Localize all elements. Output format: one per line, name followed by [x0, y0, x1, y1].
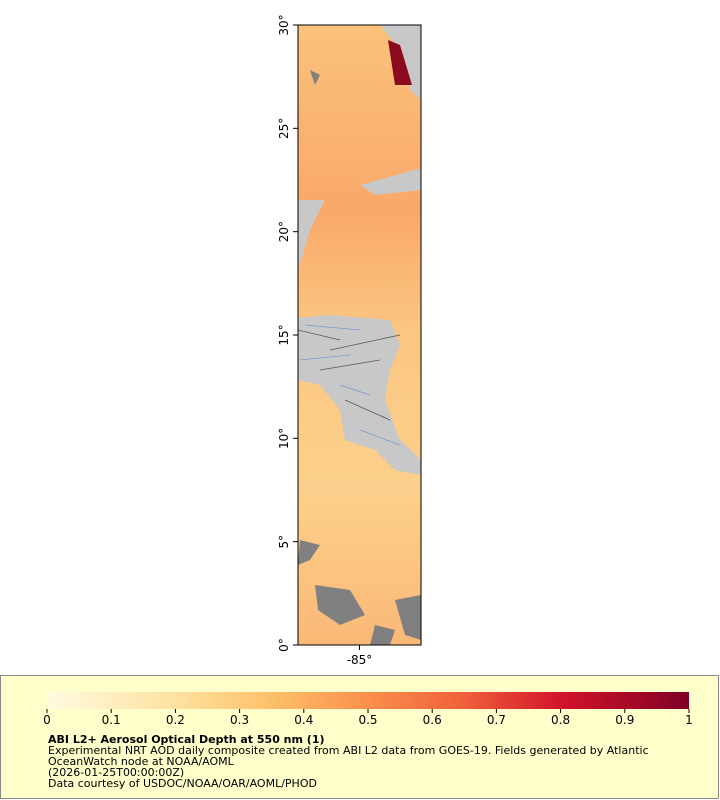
- legend-line: (2026-01-25T00:00:00Z): [48, 766, 184, 779]
- colorbar-tick-label: 0.3: [230, 713, 249, 727]
- colorbar-tick-label: 0.7: [487, 713, 506, 727]
- legend-line: Data courtesy of USDOC/NOAA/OAR/AOML/PHO…: [48, 777, 317, 790]
- colorbar-tick-label: 0: [43, 713, 51, 727]
- legend-title: ABI L2+ Aerosol Optical Depth at 550 nm …: [48, 733, 325, 746]
- colorbar-tick-label: 0.2: [166, 713, 185, 727]
- y-tick-label: 10°: [277, 428, 291, 449]
- y-tick-label: 25°: [277, 118, 291, 139]
- legend-line: OceanWatch node at NOAA/AOML: [48, 755, 235, 768]
- colorbar-tick-label: 0.6: [423, 713, 442, 727]
- colorbar-tick-label: 0.9: [615, 713, 634, 727]
- map-image: [298, 25, 421, 645]
- y-tick-label: 5°: [277, 535, 291, 549]
- colorbar-tick-label: 0.5: [358, 713, 377, 727]
- colorbar-tick-label: 0.1: [102, 713, 121, 727]
- x-tick-label: -85°: [347, 653, 373, 667]
- y-tick-label: 0°: [277, 638, 291, 652]
- colorbar-tick-label: 1: [685, 713, 693, 727]
- legend-line: Experimental NRT AOD daily composite cre…: [48, 744, 649, 757]
- y-tick-label: 20°: [277, 221, 291, 242]
- y-tick-label: 15°: [277, 324, 291, 345]
- colorbar-tick-label: 0.8: [551, 713, 570, 727]
- colorbar: [47, 692, 689, 709]
- y-tick-label: 30°: [277, 14, 291, 35]
- colorbar-tick-label: 0.4: [294, 713, 313, 727]
